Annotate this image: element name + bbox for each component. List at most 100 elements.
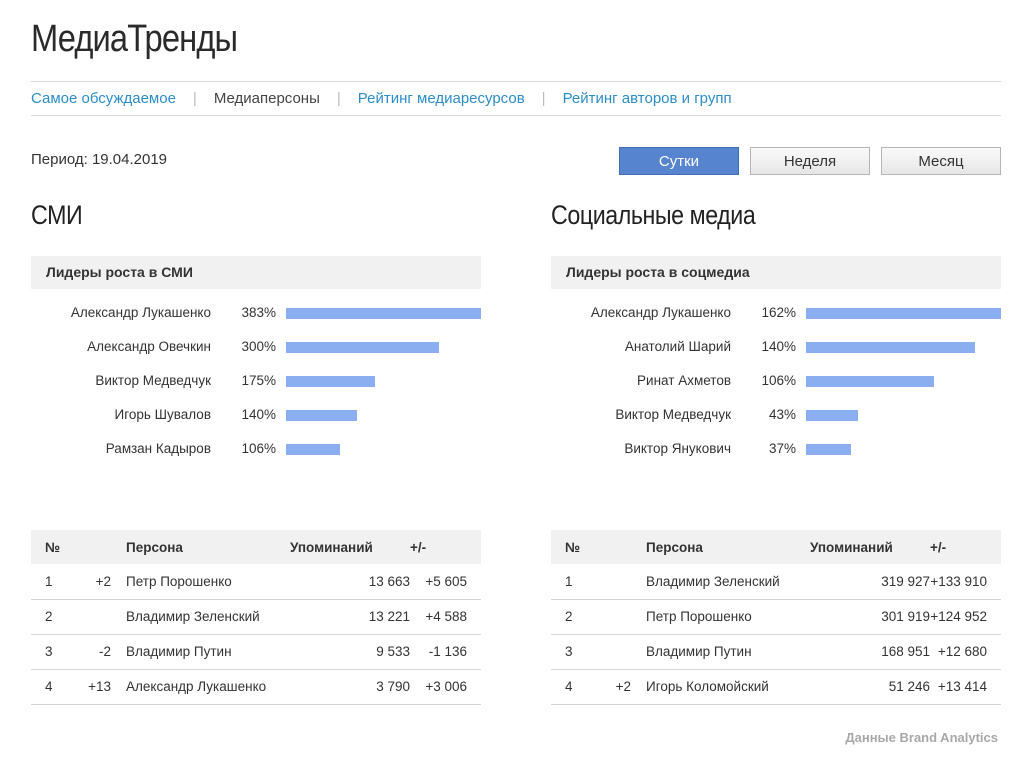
mentions-count: 3 790 [290,669,410,705]
rank-number: 3 [551,634,591,670]
rank-number: 1 [31,564,71,600]
person-name: Игорь Коломойский [631,669,810,705]
section-title: СМИ [31,200,83,230]
leader-name: Виктор Янукович [624,441,731,456]
nav-separator: | [541,90,546,107]
mentions-delta: +13 414 [930,669,1001,705]
ranking-table: № Персона Упоминаний +/- 1 Владимир Зелен… [551,530,1001,705]
table-row: 2 Петр Порошенко 301 919 +124 952 [551,599,1001,635]
section-title: Социальные медиа [551,200,756,230]
period-switcher: Сутки Неделя Месяц [619,147,1001,175]
nav-item-media-resources-rating[interactable]: Рейтинг медиаресурсов [357,90,525,107]
leader-name: Игорь Шувалов [114,407,212,422]
leader-row: Виктор Медведчук 175% [31,371,481,391]
column-header-mentions: Упоминаний [290,530,410,564]
mentions-delta: +124 952 [930,599,1001,635]
leader-name: Александр Овечкин [87,339,211,354]
rank-number: 2 [551,599,591,635]
leaders-bar-chart: Александр Лукашенко 162% Анатолий Шарий 140… [551,303,1001,483]
leader-row: Виктор Медведчук 43% [551,405,1001,425]
leader-percent: 106% [761,373,796,388]
person-name: Владимир Зеленский [631,564,810,600]
column-header-num: № [31,530,71,564]
table-row: 4 +2 Игорь Коломойский 51 246 +13 414 [551,669,1001,705]
column-header-person: Персона [111,530,290,564]
mentions-delta: +133 910 [930,564,1001,600]
leader-bar [286,444,340,455]
leader-percent: 175% [241,373,276,388]
mentions-count: 13 663 [290,564,410,600]
person-name: Владимир Зеленский [111,599,290,635]
ranking-table: № Персона Упоминаний +/- 1 +2 Петр Порошен… [31,530,481,705]
leader-bar [286,376,375,387]
rank-change [71,599,111,635]
leader-name: Виктор Медведчук [95,373,211,388]
mentions-count: 13 221 [290,599,410,635]
leader-bar [806,342,975,353]
nav-item-media-persons[interactable]: Медиаперсоны [213,90,320,107]
rank-change: -2 [71,634,111,670]
leader-percent: 43% [768,407,796,422]
rank-number: 3 [31,634,71,670]
person-name: Петр Порошенко [111,564,290,600]
rank-number: 4 [551,669,591,705]
leader-name: Александр Лукашенко [590,305,731,320]
leader-name: Анатолий Шарий [624,339,731,354]
mentions-delta: +4 588 [410,599,481,635]
rank-change [591,599,631,635]
person-name: Владимир Путин [111,634,290,670]
mentions-count: 301 919 [810,599,930,635]
mentions-delta: +12 680 [930,634,1001,670]
leader-bar [286,342,439,353]
leader-bar [806,308,1001,319]
leader-name: Рамзан Кадыров [105,441,211,456]
rank-change: +2 [591,669,631,705]
mentions-delta: -1 136 [410,634,481,670]
mentions-count: 51 246 [810,669,930,705]
column-header-person: Персона [631,530,810,564]
leader-row: Рамзан Кадыров 106% [31,439,481,459]
leader-row: Александр Лукашенко 383% [31,303,481,323]
leader-row: Игорь Шувалов 140% [31,405,481,425]
table-body: 1 +2 Петр Порошенко 13 663 +5 605 2 Владимир З… [31,564,481,705]
leader-row: Ринат Ахметов 106% [551,371,1001,391]
rank-number: 1 [551,564,591,600]
column-header-delta: +/- [930,530,1001,564]
leader-percent: 37% [768,441,796,456]
leader-row: Анатолий Шарий 140% [551,337,1001,357]
main-nav: Самое обсуждаемое | Медиаперсоны | Рейти… [31,81,1001,116]
column-header-delta: +/- [410,530,481,564]
person-name: Петр Порошенко [631,599,810,635]
leader-row: Александр Овечкин 300% [31,337,481,357]
leader-name: Александр Лукашенко [70,305,211,320]
leader-bar [806,444,851,455]
period-week-button[interactable]: Неделя [750,147,870,175]
leader-bar [286,410,357,421]
table-row: 3 Владимир Путин 168 951 +12 680 [551,634,1001,670]
column-header-rank-change [71,530,111,564]
rank-change: +2 [71,564,111,600]
nav-item-authors-groups-rating[interactable]: Рейтинг авторов и групп [562,90,732,107]
mentions-count: 9 533 [290,634,410,670]
leader-row: Виктор Янукович 37% [551,439,1001,459]
leaders-header: Лидеры роста в СМИ [31,256,481,289]
rank-change [591,634,631,670]
leader-percent: 140% [761,339,796,354]
leader-percent: 106% [241,441,276,456]
nav-item-most-discussed[interactable]: Самое обсуждаемое [31,90,176,107]
period-label: Период: 19.04.2019 [31,151,168,168]
table-row: 1 +2 Петр Порошенко 13 663 +5 605 [31,564,481,600]
period-day-button[interactable]: Сутки [619,147,739,175]
leader-bar [806,376,934,387]
table-row: 2 Владимир Зеленский 13 221 +4 588 [31,599,481,635]
media-section: СМИ Лидеры роста в СМИ Александр Лукашен… [31,198,481,705]
column-header-mentions: Упоминаний [810,530,930,564]
rank-change [591,564,631,600]
app-title: МедиаТренды [31,18,238,60]
mentions-delta: +3 006 [410,669,481,705]
table-row: 3 -2 Владимир Путин 9 533 -1 136 [31,634,481,670]
period-month-button[interactable]: Месяц [881,147,1001,175]
table-header-row: № Персона Упоминаний +/- [551,530,1001,564]
leader-percent: 383% [241,305,276,320]
nav-separator: | [336,90,341,107]
